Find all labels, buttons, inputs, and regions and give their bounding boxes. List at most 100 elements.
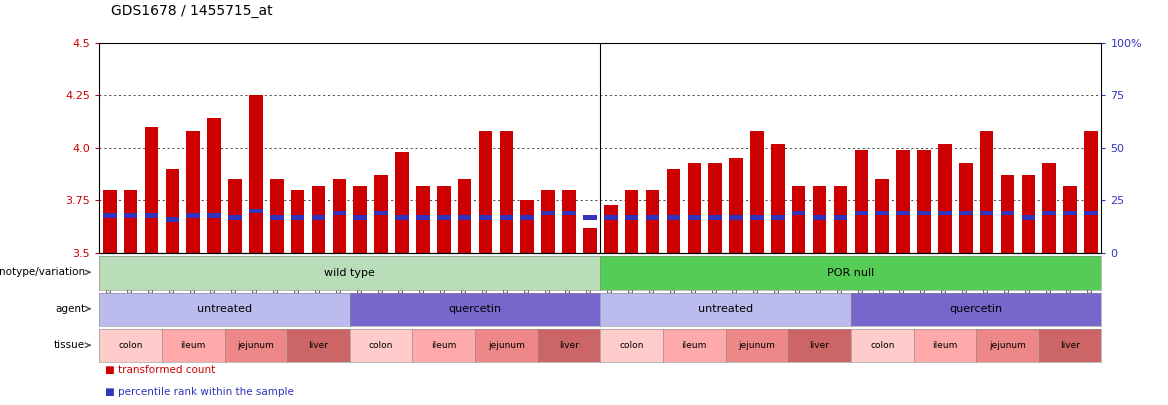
Bar (187, 131, 200, 253)
Bar (709, 162, 722, 253)
Bar (1043, 211, 1056, 215)
Bar (771, 215, 785, 220)
Text: jejunum: jejunum (738, 341, 776, 350)
Bar (375, 211, 388, 215)
Bar (479, 215, 492, 220)
Bar (646, 215, 659, 220)
Bar (270, 215, 284, 220)
Bar (959, 162, 973, 253)
Text: ileum: ileum (682, 341, 707, 350)
Bar (228, 215, 242, 220)
Bar (103, 190, 117, 253)
Bar (813, 186, 826, 253)
Bar (688, 162, 701, 253)
Bar (228, 179, 242, 253)
Bar (876, 211, 889, 215)
Bar (458, 179, 472, 253)
Bar (1084, 211, 1098, 215)
Bar (249, 209, 263, 213)
Bar (562, 190, 576, 253)
Bar (1001, 211, 1014, 215)
Text: colon: colon (619, 341, 644, 350)
Bar (855, 150, 868, 253)
Bar (792, 186, 806, 253)
Bar (729, 215, 743, 220)
Bar (771, 144, 785, 253)
Bar (333, 211, 346, 215)
Bar (145, 213, 158, 217)
Bar (729, 158, 743, 253)
Bar (646, 190, 659, 253)
Text: ileum: ileum (431, 341, 457, 350)
Text: colon: colon (870, 341, 895, 350)
Bar (458, 215, 472, 220)
Bar (354, 186, 367, 253)
Bar (208, 213, 221, 217)
Bar (980, 131, 993, 253)
Bar (521, 215, 534, 220)
Text: colon: colon (369, 341, 394, 350)
Text: untreated: untreated (698, 305, 753, 314)
Text: liver: liver (809, 341, 829, 350)
Bar (604, 215, 618, 220)
Bar (1022, 175, 1035, 253)
Text: ileum: ileum (181, 341, 206, 350)
Text: POR null: POR null (827, 268, 875, 278)
Bar (375, 175, 388, 253)
Text: quercetin: quercetin (449, 305, 501, 314)
Bar (395, 215, 409, 220)
Text: quercetin: quercetin (950, 305, 1002, 314)
Bar (917, 211, 931, 215)
Bar (437, 215, 451, 220)
Text: liver: liver (559, 341, 579, 350)
Bar (813, 215, 826, 220)
Text: agent: agent (55, 304, 85, 314)
Text: ■ percentile rank within the sample: ■ percentile rank within the sample (105, 387, 294, 397)
Bar (500, 215, 513, 220)
Bar (437, 186, 451, 253)
Bar (876, 179, 889, 253)
Bar (1001, 175, 1014, 253)
Bar (333, 179, 346, 253)
Bar (896, 150, 910, 253)
Bar (938, 144, 952, 253)
Bar (542, 190, 555, 253)
Bar (834, 215, 847, 220)
Bar (521, 200, 534, 253)
Bar (500, 131, 513, 253)
Bar (667, 215, 680, 220)
Bar (980, 211, 993, 215)
Text: jejunum: jejunum (488, 341, 524, 350)
Bar (583, 215, 597, 220)
Bar (1022, 215, 1035, 220)
Bar (855, 211, 868, 215)
Bar (291, 190, 305, 253)
Bar (583, 228, 597, 253)
Bar (1084, 131, 1098, 253)
Bar (688, 215, 701, 220)
Bar (625, 215, 639, 220)
Bar (187, 213, 200, 217)
Bar (917, 150, 931, 253)
Bar (312, 186, 325, 253)
Text: untreated: untreated (197, 305, 252, 314)
Bar (750, 215, 764, 220)
Text: liver: liver (308, 341, 328, 350)
Bar (959, 211, 973, 215)
Bar (1043, 162, 1056, 253)
Bar (208, 118, 221, 253)
Bar (667, 169, 680, 253)
Bar (792, 211, 806, 215)
Bar (416, 215, 430, 220)
Bar (479, 131, 492, 253)
Text: GDS1678 / 1455715_at: GDS1678 / 1455715_at (111, 4, 272, 18)
Bar (124, 213, 138, 217)
Bar (270, 179, 284, 253)
Text: genotype/variation: genotype/variation (0, 267, 85, 277)
Bar (124, 190, 138, 253)
Bar (1063, 186, 1077, 253)
Bar (604, 205, 618, 253)
Bar (750, 131, 764, 253)
Bar (416, 186, 430, 253)
Bar (166, 217, 179, 222)
